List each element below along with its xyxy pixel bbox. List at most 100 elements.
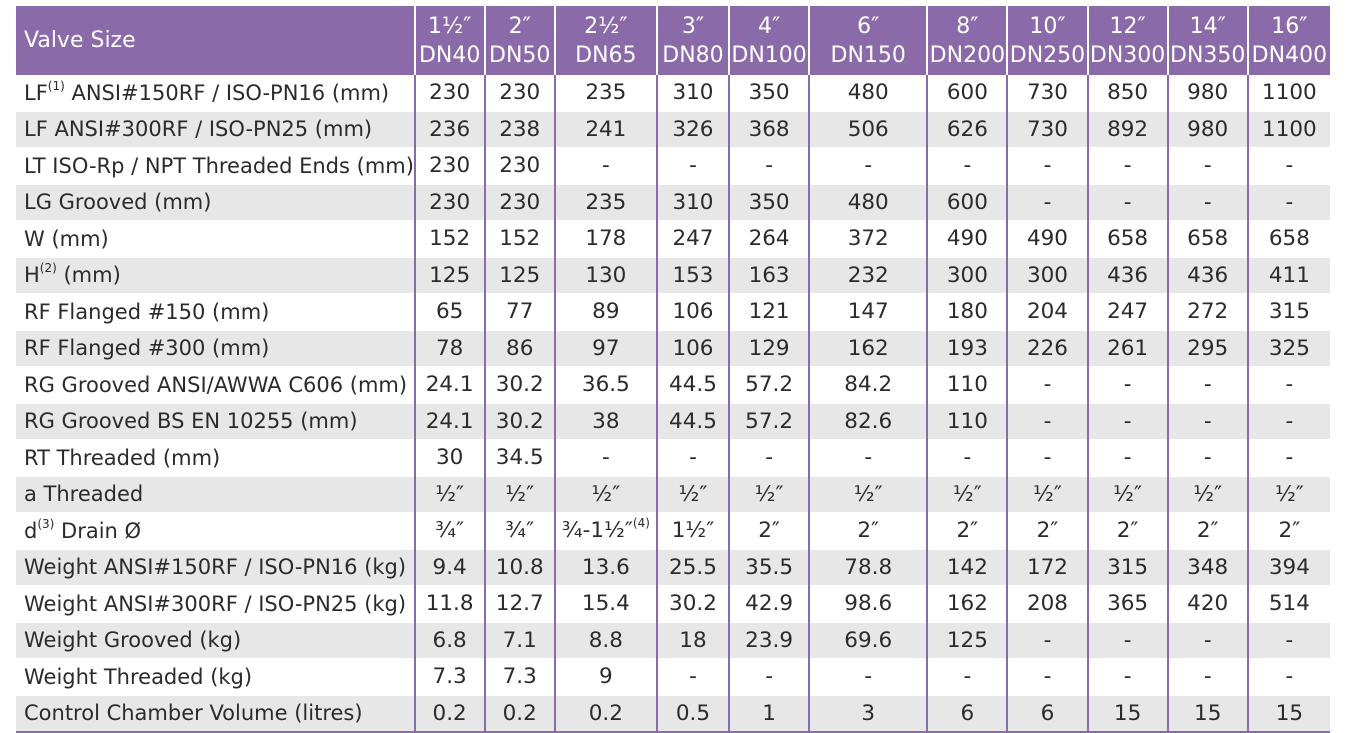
cell-value: 153 bbox=[672, 262, 714, 288]
cell-value: 490 bbox=[1026, 226, 1068, 252]
cell-value: ¾″ bbox=[505, 518, 535, 544]
table-cell: 204 bbox=[1006, 293, 1088, 331]
table-cell: 110 bbox=[926, 366, 1008, 404]
row-label: Weight Grooved (kg) bbox=[16, 622, 415, 659]
cell-value: 82.6 bbox=[844, 408, 893, 434]
table-cell: 436 bbox=[1086, 257, 1168, 294]
table-cell: 153 bbox=[655, 257, 730, 294]
table-cell: 125 bbox=[926, 622, 1008, 659]
table-cell: 78.8 bbox=[808, 549, 928, 586]
header-size-dn: DN150 bbox=[830, 42, 906, 68]
cell-value: 247 bbox=[1107, 299, 1149, 325]
table-cell: ½″ bbox=[413, 476, 485, 513]
table-cell: 0.2 bbox=[413, 695, 485, 733]
table-cell: - bbox=[655, 658, 730, 696]
cell-value: 8.8 bbox=[588, 627, 623, 653]
table-cell: 77 bbox=[483, 293, 555, 331]
table-cell: 82.6 bbox=[808, 403, 928, 440]
table-row: RT Threaded (mm) 30 34.5 - - - - - - - - - bbox=[16, 439, 1330, 477]
cell-value: ½″ bbox=[1033, 481, 1062, 507]
table-cell: - bbox=[655, 439, 730, 477]
row-label-text: a Threaded bbox=[24, 482, 144, 507]
cell-value: - bbox=[1123, 153, 1132, 179]
row-label-text: RF Flanged #150 (mm) bbox=[24, 299, 270, 324]
table-row: Weight Threaded (kg) 7.3 7.3 9 - - - - - - - - bbox=[16, 658, 1330, 696]
table-cell: - bbox=[1006, 439, 1088, 477]
cell-value: 261 bbox=[1107, 335, 1149, 361]
row-label-suffix: (mm) bbox=[56, 263, 121, 288]
cell-value: 38 bbox=[592, 408, 620, 434]
table-cell: 3 bbox=[808, 695, 928, 733]
table-cell: - bbox=[728, 439, 810, 477]
table-cell: 600 bbox=[926, 184, 1008, 221]
cell-value: 2″ bbox=[758, 518, 780, 544]
row-label: d(3) Drain Ø bbox=[16, 512, 415, 550]
table-cell: 15 bbox=[1086, 695, 1168, 733]
table-cell: 310 bbox=[655, 75, 730, 112]
table-cell: 0.5 bbox=[655, 695, 730, 733]
table-cell: 110 bbox=[926, 403, 1008, 440]
table-cell: 365 bbox=[1086, 585, 1168, 623]
table-cell: 18 bbox=[655, 622, 730, 659]
cell-value: 300 bbox=[946, 262, 988, 288]
table-cell: 241 bbox=[553, 111, 657, 148]
table-cell: 2″ bbox=[1006, 512, 1088, 550]
footnote-marker: (3) bbox=[37, 516, 55, 531]
cell-value: 172 bbox=[1026, 554, 1068, 580]
footnote-marker: (1) bbox=[47, 78, 65, 93]
row-label-text: H bbox=[24, 263, 40, 288]
table-cell: 295 bbox=[1166, 330, 1248, 367]
table-cell: ¾-1½″(4) bbox=[553, 512, 657, 550]
table-cell: 0.2 bbox=[483, 695, 555, 733]
table-row: RF Flanged #300 (mm) 78 86 97 106 129 162 193 22… bbox=[16, 330, 1330, 367]
table-cell: - bbox=[808, 147, 928, 185]
table-cell: - bbox=[1086, 147, 1168, 185]
table-cell: 24.1 bbox=[413, 403, 485, 440]
row-label: Control Chamber Volume (litres) bbox=[16, 695, 415, 733]
table-cell: - bbox=[655, 147, 730, 185]
header-size-inch: 14″ bbox=[1189, 13, 1226, 39]
cell-value: 11.8 bbox=[425, 591, 474, 617]
cell-value: 420 bbox=[1187, 591, 1229, 617]
table-cell: 226 bbox=[1006, 330, 1088, 367]
table-cell: - bbox=[728, 658, 810, 696]
cell-value: 2″ bbox=[956, 518, 979, 544]
cell-value: 658 bbox=[1107, 226, 1149, 252]
cell-value: 490 bbox=[946, 226, 988, 252]
header-row: Valve Size 1½″ DN40 2″ DN50 2½″ DN65 3″ DN80 4″ D… bbox=[16, 6, 1330, 75]
header-size-dn: DN100 bbox=[731, 42, 807, 68]
cell-value: - bbox=[1203, 664, 1212, 690]
table-cell: - bbox=[1246, 403, 1330, 440]
table-cell: 310 bbox=[655, 184, 730, 221]
cell-value: 247 bbox=[672, 226, 714, 252]
table-cell: 98.6 bbox=[808, 585, 928, 623]
table-cell: 238 bbox=[483, 111, 555, 148]
header-size-inch: 10″ bbox=[1029, 13, 1066, 39]
cell-value: 1½″ bbox=[671, 518, 715, 544]
table-cell: 230 bbox=[483, 75, 555, 112]
header-size-dn: DN400 bbox=[1251, 42, 1328, 68]
cell-value: ¾″ bbox=[435, 518, 465, 544]
table-cell: 230 bbox=[413, 75, 485, 112]
table-cell: 348 bbox=[1166, 549, 1248, 586]
table-cell: 106 bbox=[655, 293, 730, 331]
row-label-text: Weight ANSI#150RF / ISO-PN16 (kg) bbox=[24, 555, 407, 580]
cell-value: 3 bbox=[861, 700, 876, 726]
cell-value: ½″ bbox=[591, 481, 621, 507]
table-cell: 6 bbox=[1006, 695, 1088, 733]
cell-value: 15 bbox=[1275, 700, 1304, 726]
header-size-dn: DN40 bbox=[418, 42, 481, 68]
cell-value: 163 bbox=[748, 262, 790, 288]
cell-value: ¾-1½″ bbox=[561, 518, 633, 544]
cell-value: 238 bbox=[499, 116, 541, 142]
table-cell: 394 bbox=[1246, 549, 1330, 586]
table-cell: 980 bbox=[1166, 75, 1248, 112]
cell-value: 350 bbox=[748, 80, 790, 106]
table-cell: 247 bbox=[1086, 293, 1168, 331]
table-cell: 6.8 bbox=[413, 622, 485, 659]
cell-value: 264 bbox=[748, 226, 790, 252]
table-cell: 57.2 bbox=[728, 403, 810, 440]
cell-value: 600 bbox=[946, 189, 988, 215]
cell-value: - bbox=[765, 153, 773, 179]
cell-value: - bbox=[601, 445, 610, 471]
